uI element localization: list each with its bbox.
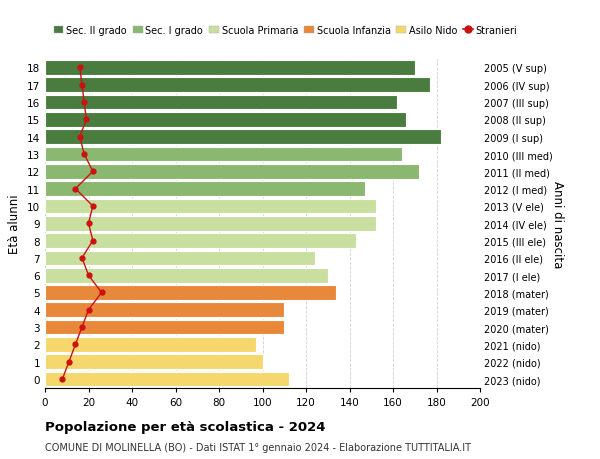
Text: Popolazione per età scolastica - 2024: Popolazione per età scolastica - 2024 [45, 420, 325, 433]
Bar [45, 372, 289, 386]
Bar [45, 303, 284, 318]
Bar [45, 268, 328, 283]
Text: COMUNE DI MOLINELLA (BO) - Dati ISTAT 1° gennaio 2024 - Elaborazione TUTTITALIA.: COMUNE DI MOLINELLA (BO) - Dati ISTAT 1°… [45, 442, 471, 452]
Bar [45, 61, 415, 76]
Bar [45, 337, 256, 352]
Bar [45, 165, 419, 179]
Bar [45, 285, 337, 300]
Bar [45, 355, 263, 369]
Bar [45, 320, 284, 335]
Bar [45, 130, 441, 145]
Bar [45, 78, 430, 93]
Bar [45, 199, 376, 214]
Bar [45, 147, 402, 162]
Bar [45, 113, 406, 128]
Bar [45, 234, 356, 248]
Bar [45, 251, 315, 266]
Legend: Sec. II grado, Sec. I grado, Scuola Primaria, Scuola Infanzia, Asilo Nido, Stran: Sec. II grado, Sec. I grado, Scuola Prim… [50, 22, 521, 39]
Bar [45, 95, 397, 110]
Bar [45, 182, 365, 196]
Bar [45, 217, 376, 231]
Y-axis label: Anni di nascita: Anni di nascita [551, 180, 564, 267]
Y-axis label: Età alunni: Età alunni [8, 194, 22, 253]
